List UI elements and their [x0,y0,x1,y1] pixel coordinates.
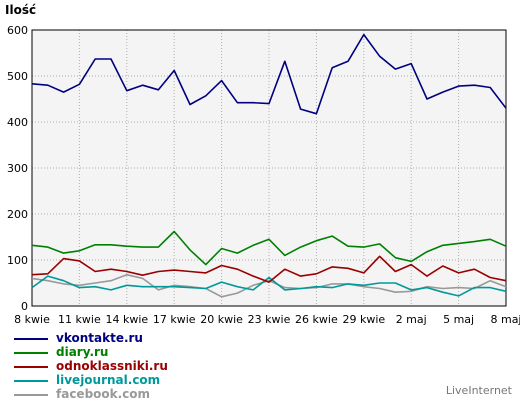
x-tick-label: 17 kwie [153,313,196,326]
y-tick-label: 100 [7,254,28,267]
legend-swatch [14,380,48,382]
legend-swatch [14,394,48,396]
legend-swatch [14,366,48,368]
x-tick-label: 23 kwie [248,313,291,326]
y-tick-label: 500 [7,70,28,83]
x-tick-label: 29 kwie [342,313,385,326]
y-tick-label: 200 [7,208,28,221]
x-tick-label: 8 maj [490,313,520,326]
y-tick-label: 300 [7,162,28,175]
credit-label: LiveInternet [445,384,512,397]
x-tick-label: 8 kwie [14,313,50,326]
legend-label: vkontakte.ru [56,331,143,345]
x-tick-label: 5 maj [443,313,474,326]
legend-label: odnoklassniki.ru [56,359,168,373]
legend-swatch [14,338,48,340]
y-tick-labels: 0 100 200 300 400 500 600 [7,24,28,313]
series-lines [31,33,507,298]
y-axis-label: Ilość [5,3,36,17]
grid [31,29,507,307]
series-line-vkontakte-ru [31,33,507,115]
legend-label: diary.ru [56,345,109,359]
x-tick-label: 14 kwie [105,313,148,326]
y-tick-label: 0 [21,300,28,313]
legend-label: facebook.com [56,387,151,401]
series-line-odnoklassniki-ru [31,255,507,283]
series-line-diary-ru [31,230,507,266]
legend-swatch [14,352,48,354]
series-line-facebook-com [31,273,507,298]
x-tick-label: 11 kwie [58,313,101,326]
y-tick-label: 400 [7,116,28,129]
x-tick-label: 26 kwie [295,313,338,326]
x-tick-labels: 8 kwie 11 kwie 14 kwie 17 kwie 20 kwie 23 kwi… [14,313,520,326]
x-tick-label: 20 kwie [200,313,243,326]
plot-border [31,29,507,307]
y-tick-label: 600 [7,24,28,37]
legend-label: livejournal.com [56,373,161,387]
series-line-livejournal-com [31,275,507,297]
x-tick-label: 2 maj [396,313,427,326]
